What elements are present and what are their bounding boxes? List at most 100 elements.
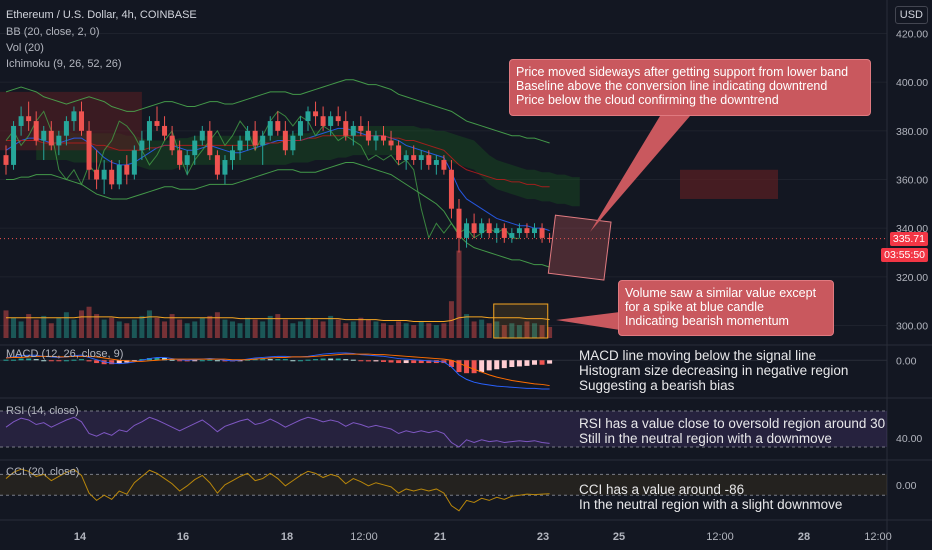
macd-histogram-bar <box>207 359 213 361</box>
volume-bar <box>479 319 485 338</box>
currency-button[interactable]: USD <box>894 6 928 24</box>
macd-histogram-bar <box>56 360 62 362</box>
volume-bar <box>18 321 24 338</box>
volume-bar <box>184 323 190 338</box>
candle <box>154 121 160 126</box>
candle <box>365 130 371 141</box>
candle <box>479 223 485 234</box>
macd-histogram-bar <box>305 359 311 361</box>
macd-histogram-bar <box>388 360 394 363</box>
candle <box>532 228 537 234</box>
candle <box>486 223 492 234</box>
cci-note[interactable]: CCI has a value around -86 In the neutra… <box>579 482 842 512</box>
signal-line <box>5 353 550 387</box>
macd-histogram-bar <box>18 358 24 361</box>
price-axis-label: 360.00 <box>896 175 928 187</box>
note-line: MACD line moving below the signal line <box>579 348 817 363</box>
macd-histogram-bar <box>222 360 228 362</box>
macd-histogram-bar <box>275 359 281 361</box>
candle <box>162 125 168 136</box>
candle <box>48 130 54 146</box>
callout-pointer <box>556 312 620 330</box>
volume-bar <box>403 323 409 338</box>
candle <box>501 228 507 238</box>
legend-rsi[interactable]: RSI (14, close) <box>6 405 79 417</box>
candle <box>169 135 175 151</box>
volume-bar <box>335 319 341 338</box>
candle <box>396 145 402 161</box>
volume-ma-line <box>6 316 550 322</box>
candle <box>320 116 326 126</box>
price-axis-label: 420.00 <box>896 28 928 40</box>
volume-bar <box>154 317 160 338</box>
macd-histogram-bar <box>365 360 371 362</box>
volume-bar <box>547 326 553 338</box>
legend-macd[interactable]: MACD (12, 26, close, 9) <box>6 348 124 360</box>
volume-bar <box>396 321 402 338</box>
price-highlight-box <box>547 214 612 281</box>
price-axis-label: 320.00 <box>896 272 928 284</box>
macd-histogram-bar <box>426 360 432 364</box>
macd-histogram-bar <box>63 360 69 362</box>
volume-bar <box>237 323 243 338</box>
macd-histogram-bar <box>456 360 462 373</box>
macd-histogram-bar <box>169 359 175 361</box>
candle <box>199 130 205 141</box>
volume-bar <box>131 319 137 338</box>
rsi-band <box>0 411 887 447</box>
macd-histogram-bar <box>532 360 537 365</box>
candle <box>509 233 515 238</box>
candle <box>222 160 228 175</box>
volume-bar <box>26 314 32 338</box>
callout-line: Price below the cloud confirming the dow… <box>516 93 779 107</box>
macd-histogram-bar <box>479 360 485 373</box>
volume-bar <box>539 325 545 338</box>
candle <box>41 130 47 141</box>
volume-bar <box>297 321 303 338</box>
symbol-title[interactable]: Ethereum / U.S. Dollar, 4h, COINBASE <box>6 9 197 21</box>
macd-histogram-bar <box>94 360 100 364</box>
legend-cci[interactable]: CCI (20, close) <box>6 466 80 478</box>
series-line <box>5 79 550 144</box>
legend-bb[interactable]: BB (20, close, 2, 0) <box>6 26 100 38</box>
macd-axis-label: 0.00 <box>896 355 917 367</box>
macd-histogram-bar <box>494 360 500 370</box>
candle <box>335 116 341 122</box>
time-axis-label: 18 <box>281 531 293 543</box>
candle <box>313 111 319 117</box>
macd-histogram-bar <box>328 358 334 361</box>
macd-histogram-bar <box>343 359 349 361</box>
legend-ichimoku[interactable]: Ichimoku (9, 26, 52, 26) <box>6 58 122 70</box>
volume-bar <box>441 323 447 338</box>
candle <box>343 121 349 136</box>
macd-note[interactable]: MACD line moving below the signal line H… <box>579 348 848 393</box>
macd-histogram-bar <box>471 360 477 374</box>
macd-histogram-bar <box>86 360 92 362</box>
macd-histogram-bar <box>139 359 145 361</box>
rsi-note[interactable]: RSI has a value close to oversold region… <box>579 416 885 446</box>
macd-histogram-bar <box>3 359 9 361</box>
macd-histogram-bar <box>313 359 319 361</box>
macd-histogram-bar <box>290 360 296 362</box>
macd-histogram-bar <box>33 359 39 361</box>
candle <box>350 125 356 136</box>
volume-bar <box>426 323 432 338</box>
volume-callout[interactable]: Volume saw a similar value except for a … <box>618 280 834 336</box>
candle <box>177 150 183 165</box>
volume-bar <box>456 250 462 338</box>
candle <box>456 208 462 238</box>
volume-bar <box>486 323 492 338</box>
legend-vol[interactable]: Vol (20) <box>6 42 44 54</box>
volume-bar <box>358 317 364 338</box>
volume-bar <box>381 323 386 338</box>
time-axis-label: 12:00 <box>706 531 734 543</box>
volume-bar <box>282 319 288 338</box>
volume-bar <box>33 319 39 338</box>
macd-histogram-bar <box>448 360 454 367</box>
macd-histogram-bar <box>547 360 553 364</box>
price-callout[interactable]: Price moved sideways after getting suppo… <box>509 59 871 116</box>
candle <box>547 237 553 239</box>
last-price-tag: 335.71 <box>889 232 928 246</box>
candle <box>426 155 432 165</box>
